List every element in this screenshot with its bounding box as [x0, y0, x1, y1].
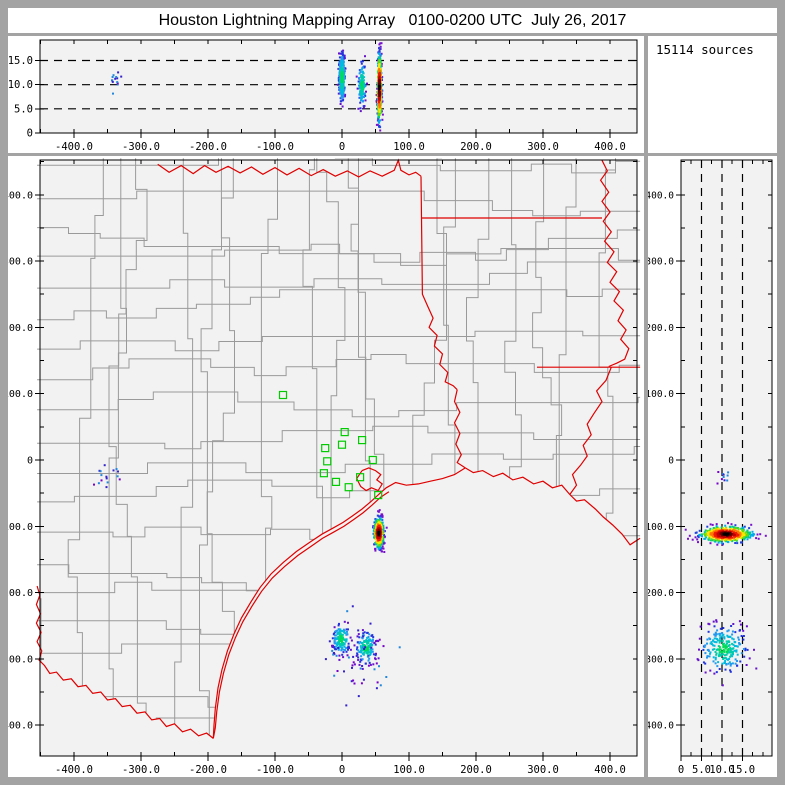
x-tick-label: 400.0	[594, 141, 626, 153]
axis-ticks	[35, 160, 637, 761]
border-tx_ar_border	[420, 176, 458, 391]
border-mississippi_upper	[599, 160, 630, 368]
x-tick-label: -100.0	[256, 764, 294, 776]
x-tick-label: -200.0	[189, 141, 227, 153]
border-sabine	[453, 389, 466, 469]
x-tick-label: -300.0	[122, 764, 160, 776]
x-tick-label: -400.0	[55, 141, 93, 153]
station-marker	[331, 477, 341, 486]
y-tick-label: 300.0	[648, 257, 674, 268]
x-tick-label: 0	[339, 141, 345, 153]
y-tick-label: 100.0	[8, 389, 33, 400]
x-tick-label: 200.0	[460, 764, 492, 776]
y-tick-label: 200.0	[648, 323, 674, 334]
y-tick-label: 0	[27, 456, 33, 467]
y-tick-label: 400.0	[8, 190, 33, 201]
plot-frame	[39, 39, 638, 134]
x-tick-label: -100.0	[256, 141, 294, 153]
y-tick-label: -400.0	[648, 721, 674, 732]
station-marker	[356, 473, 365, 482]
y-tick-label: 10.0	[8, 79, 33, 91]
x-tick-label: 400.0	[594, 764, 626, 776]
y-tick-label: 300.0	[8, 257, 33, 268]
y-tick-label: -100.0	[648, 522, 674, 533]
lightning-points	[111, 42, 384, 132]
y-tick-label: -200.0	[8, 588, 33, 599]
y-tick-label: 5.0	[14, 103, 33, 115]
station-marker	[374, 491, 383, 500]
altitude-vs-eastwest-panel: -400.0 -300.0 -200.0 -100.0 0 100.0 200.0 300.0…	[8, 36, 644, 153]
y-tick-label: -300.0	[8, 654, 33, 665]
x-tick-label: -200.0	[189, 764, 227, 776]
y-tick-label: -300.0	[648, 654, 674, 665]
title-bar: Houston Lightning Mapping Array 0100-020…	[8, 8, 777, 33]
altitude_vs_east_west-svg: -400.0 -300.0 -200.0 -100.0 0 100.0 200.0 300.0…	[8, 39, 638, 153]
x-tick-label: 100.0	[393, 764, 425, 776]
sources-count-panel: 15114 sources	[648, 36, 777, 153]
border-galveston_bay	[356, 467, 383, 492]
station-marker	[319, 469, 328, 478]
x-tick-label: 15.0	[730, 764, 755, 776]
station-marker	[368, 455, 377, 465]
y-tick-label: -400.0	[8, 721, 33, 732]
x-tick-label: 300.0	[527, 141, 559, 153]
y-tick-label: 100.0	[648, 389, 674, 400]
border-tx_coast	[212, 467, 466, 739]
tick-labels: 0 5.010.015.0 400.0 300.0 200.0 100.0 0 -100.0 -…	[648, 190, 755, 776]
grid-dashes	[700, 160, 744, 756]
station-marker	[358, 436, 367, 445]
x-tick-label: -300.0	[122, 141, 160, 153]
state-borders-and-coastline	[35, 158, 641, 739]
tick-labels: -400.0 -300.0 -200.0 -100.0 0 100.0 200.0 300.0…	[8, 190, 626, 776]
station-marker	[344, 483, 353, 492]
border-la_coast	[464, 467, 641, 546]
x-tick-label: -400.0	[55, 764, 93, 776]
y-tick-label: 200.0	[8, 323, 33, 334]
x-tick-label: 200.0	[460, 141, 492, 153]
plan-view-map-panel: -400.0 -300.0 -200.0 -100.0 0 100.0 200.0 300.0…	[8, 156, 644, 777]
station-marker	[337, 440, 347, 449]
station-marker	[340, 428, 349, 437]
tick-labels: -400.0 -300.0 -200.0 -100.0 0 100.0 200.0 300.0…	[8, 55, 626, 153]
altitude-vs-northsouth-panel: 0 5.010.015.0 400.0 300.0 200.0 100.0 0 -100.0 -…	[648, 156, 777, 777]
y-tick-label: -200.0	[648, 588, 674, 599]
y-tick-label: 400.0	[648, 190, 674, 201]
y-tick-label: 0	[668, 456, 674, 467]
altitude_vs_north_south-svg: 0 5.010.015.0 400.0 300.0 200.0 100.0 0 -100.0 -…	[648, 159, 773, 776]
station-marker	[321, 444, 330, 453]
y-tick-label: 15.0	[8, 55, 33, 67]
station-marker	[278, 390, 288, 400]
lightning-points	[93, 464, 401, 707]
station-marker	[323, 457, 332, 466]
border-barrier_island	[212, 491, 390, 739]
y-tick-label: 0	[27, 128, 33, 140]
plot-frame	[680, 159, 773, 757]
plan_view_map-svg: -400.0 -300.0 -200.0 -100.0 0 100.0 200.0 300.0…	[8, 158, 641, 776]
axis-ticks	[35, 40, 637, 138]
lma-stations	[278, 390, 383, 500]
x-tick-label: 5.0	[692, 764, 711, 776]
plot-frame	[39, 159, 638, 757]
page-title: Houston Lightning Mapping Array 0100-020…	[158, 11, 627, 29]
x-tick-label: 300.0	[527, 764, 559, 776]
border-mississippi_lower	[569, 366, 612, 495]
axis-ticks	[676, 160, 772, 761]
sources-count-label: 15114 sources	[656, 42, 754, 57]
x-tick-label: 10.0	[709, 764, 734, 776]
x-tick-label: 0	[678, 764, 684, 776]
x-tick-label: 0	[339, 764, 345, 776]
lightning-points	[684, 471, 767, 687]
x-tick-label: 100.0	[393, 141, 425, 153]
border-red_river	[157, 158, 422, 178]
y-tick-label: -100.0	[8, 522, 33, 533]
